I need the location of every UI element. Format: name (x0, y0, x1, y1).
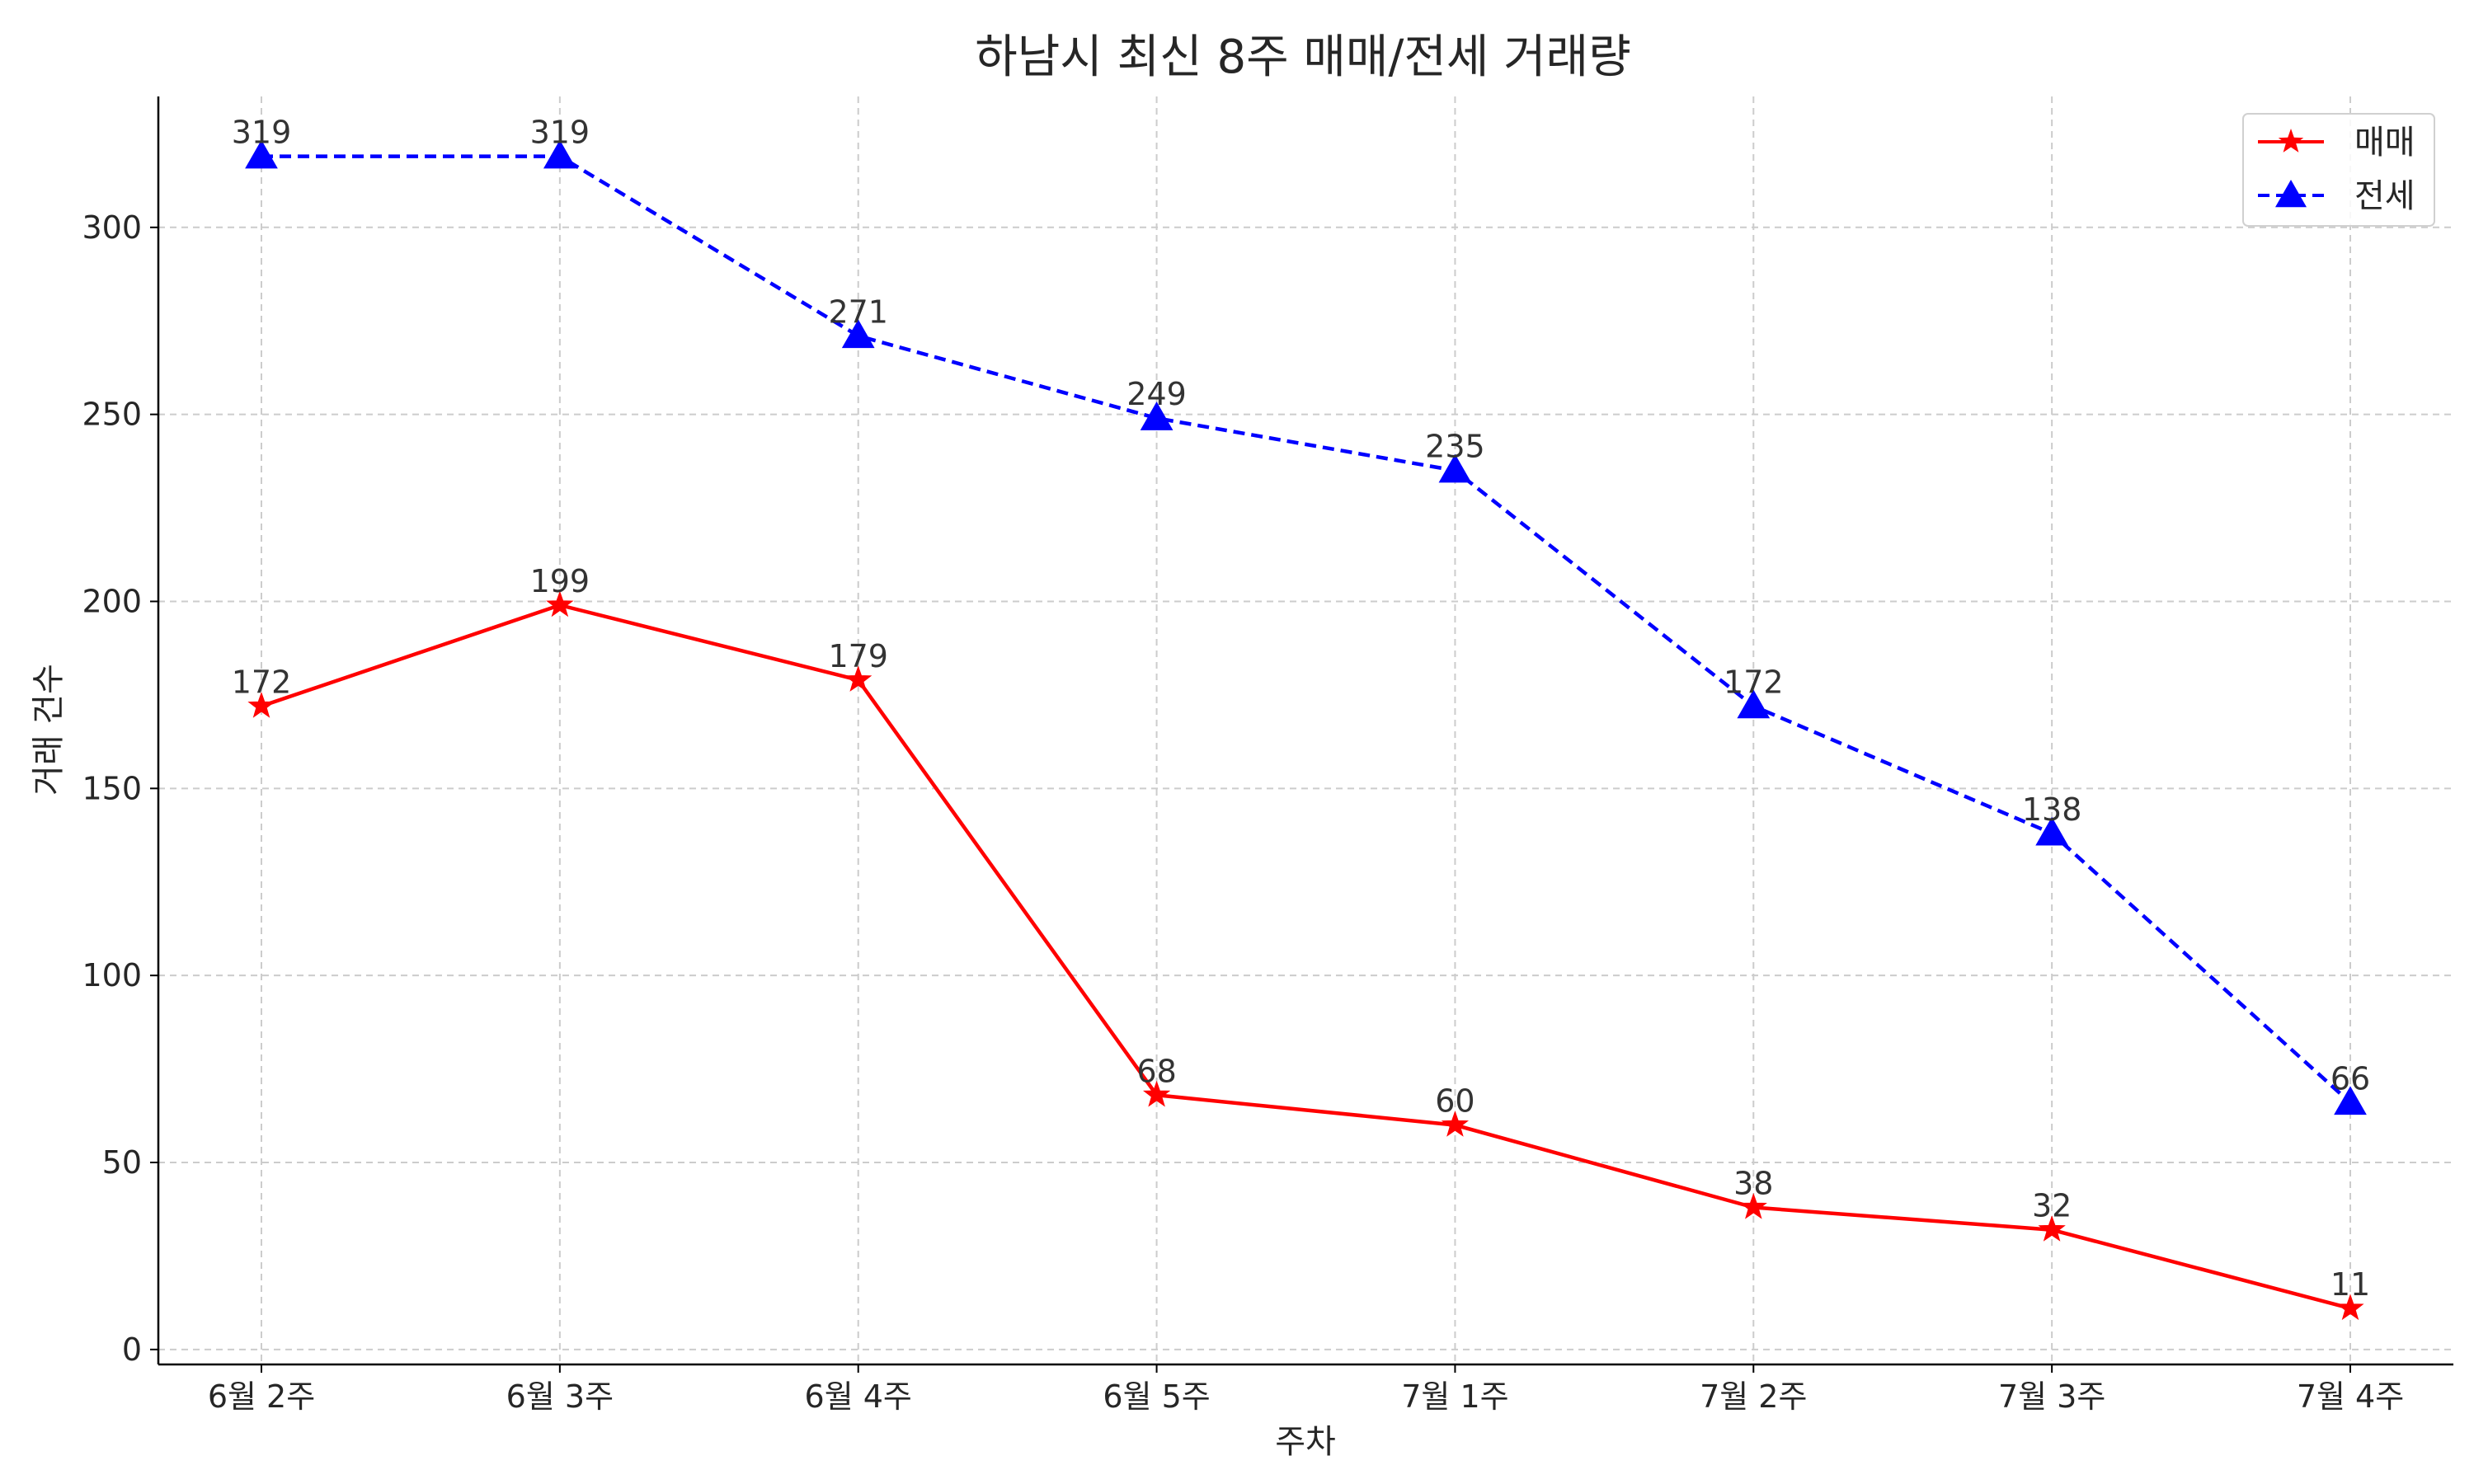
x-tick-label: 7월 4주 (2297, 1378, 2404, 1415)
y-tick-label: 200 (82, 583, 142, 619)
x-tick-label: 6월 2주 (208, 1378, 315, 1415)
data-label: 32 (2032, 1188, 2072, 1224)
legend-triangle-marker (2275, 180, 2307, 208)
data-label: 235 (1425, 429, 1485, 465)
star-marker (2336, 1294, 2364, 1321)
triangle-marker (2035, 816, 2069, 846)
y-tick-label: 50 (102, 1144, 142, 1181)
triangle-marker (841, 319, 875, 349)
data-label: 172 (1724, 665, 1784, 701)
data-label: 319 (232, 115, 292, 151)
data-label: 68 (1136, 1053, 1176, 1089)
star-marker (546, 590, 574, 618)
star-marker (2038, 1215, 2066, 1242)
data-label: 249 (1126, 376, 1187, 412)
x-tick-labels: 6월 2주 6월 3주 6월 4주 6월 5주 7월 1주 7월 2주 7월 3주 7월 4주 (208, 1378, 2404, 1415)
triangle-marker (1438, 453, 1472, 483)
x-tick-label: 6월 5주 (1103, 1378, 1210, 1415)
data-label: 38 (1733, 1165, 1773, 1201)
star-marker (844, 665, 872, 692)
star-marker (1441, 1111, 1470, 1137)
y-tick-label: 0 (122, 1331, 142, 1368)
data-label: 271 (828, 294, 888, 330)
series-line (261, 154, 2352, 1105)
y-tick-label: 250 (82, 397, 142, 433)
axes (150, 96, 2453, 1373)
triangle-marker (543, 139, 576, 169)
star-marker (1142, 1080, 1171, 1107)
y-tick-label: 100 (82, 957, 142, 993)
x-tick-label: 7월 2주 (1700, 1378, 1807, 1415)
data-label: 138 (2022, 791, 2082, 828)
triangle-marker (2334, 1086, 2367, 1115)
chart-title: 하남시 최신 8주 매매/전세 거래량 (975, 31, 1630, 84)
series-jeonse: 319 319 271 249 235 172 138 66 (232, 115, 2370, 1115)
data-label: 172 (232, 665, 292, 701)
star-marker (1739, 1193, 1767, 1219)
y-tick-label: 300 (82, 209, 142, 246)
x-tick-label: 6월 4주 (805, 1378, 912, 1415)
legend-star-marker (2278, 129, 2304, 153)
grid-lines (158, 96, 2453, 1364)
triangle-marker (1140, 402, 1174, 430)
x-tick-label: 6월 3주 (506, 1378, 614, 1415)
y-tick-labels: 0 50 100 150 200 250 300 (82, 209, 142, 1368)
star-marker (247, 691, 275, 718)
series-sale: 172 199 179 68 60 38 32 11 (232, 563, 2370, 1321)
data-label: 60 (1435, 1083, 1475, 1120)
triangle-marker (245, 139, 278, 169)
y-tick-label: 150 (82, 770, 142, 806)
x-axis-label: 주차 (1275, 1423, 1336, 1461)
y-axis-label: 거래 건수 (30, 664, 68, 796)
legend-label-jeonse: 전세 (2354, 177, 2415, 215)
data-label: 11 (2331, 1266, 2370, 1303)
legend-label-sale: 매매 (2354, 124, 2415, 162)
data-label: 319 (530, 115, 590, 151)
series-line (261, 603, 2351, 1311)
data-label: 179 (828, 638, 888, 674)
data-label: 66 (2331, 1060, 2370, 1097)
data-label: 199 (530, 563, 590, 599)
x-tick-label: 7월 3주 (1998, 1378, 2105, 1415)
x-tick-label: 7월 1주 (1401, 1378, 1508, 1415)
triangle-marker (1737, 689, 1771, 719)
series-layer: 172 199 179 68 60 38 32 11 319 319 271 249 235 172 138… (232, 115, 2370, 1321)
legend: 매매 전세 (2242, 113, 2435, 227)
